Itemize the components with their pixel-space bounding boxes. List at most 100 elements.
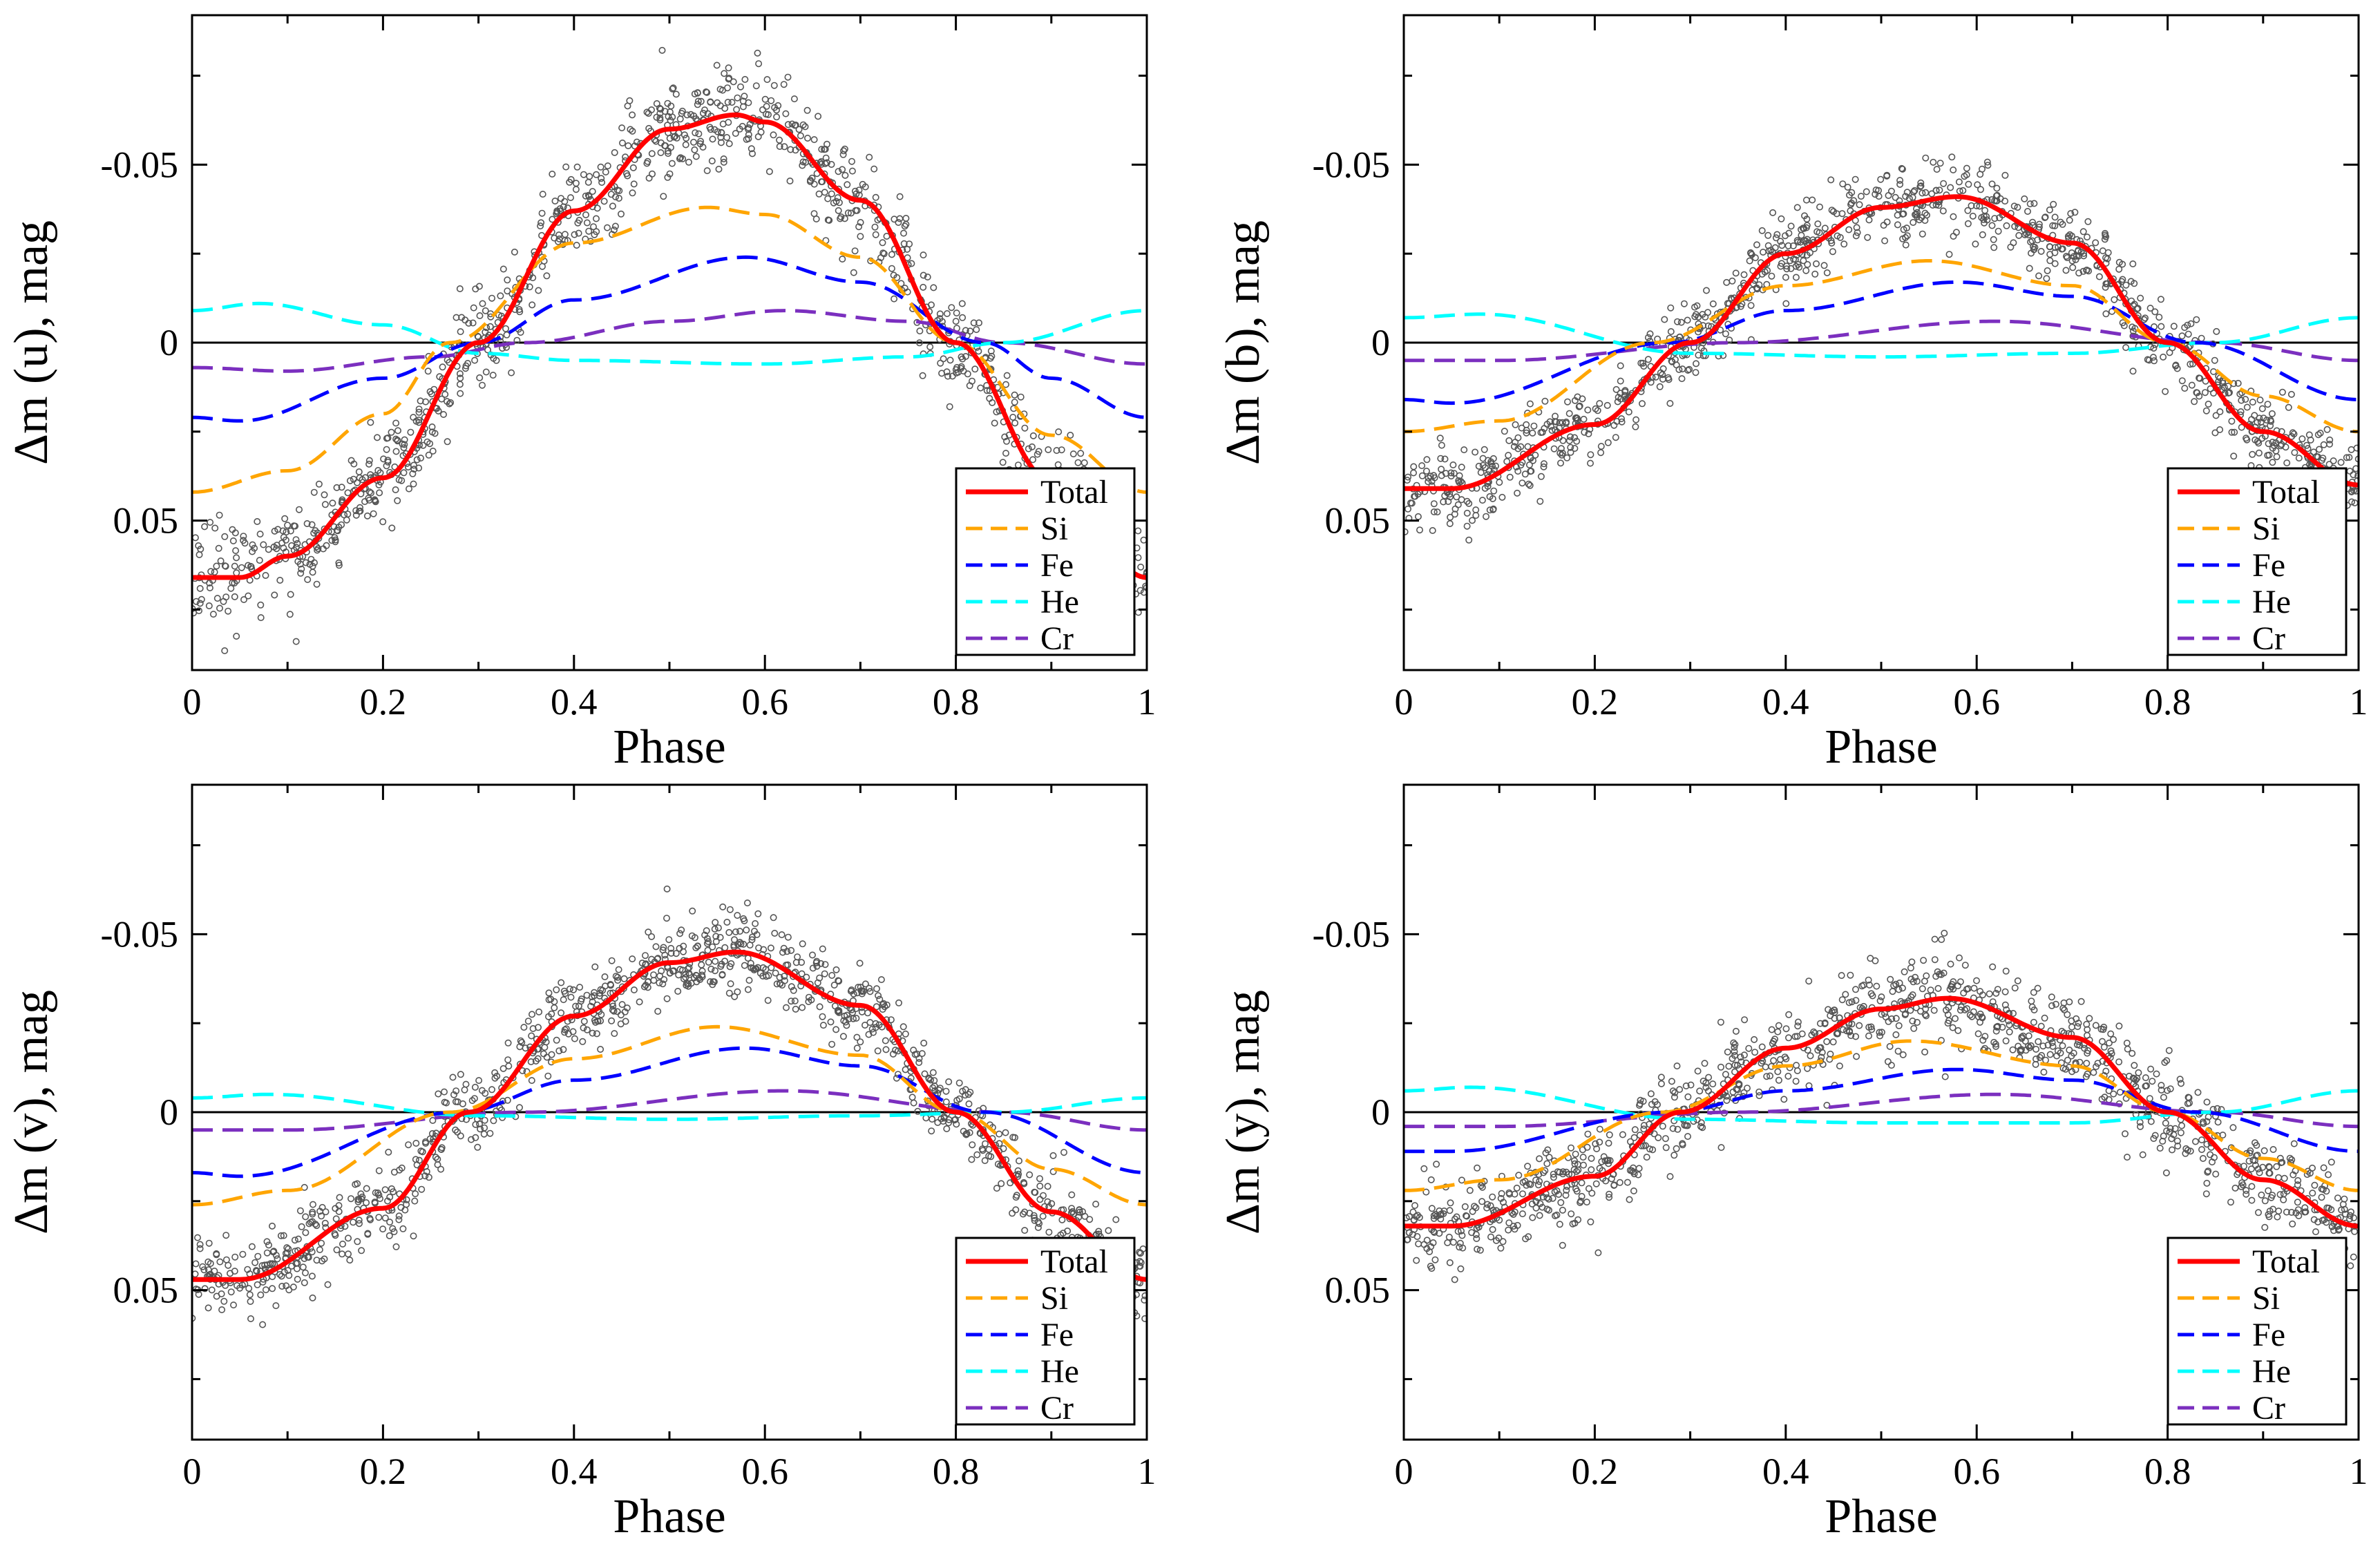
data-point xyxy=(1632,423,1639,430)
data-point xyxy=(2017,1048,2024,1056)
data-point xyxy=(478,381,486,389)
data-point xyxy=(2002,967,2010,975)
data-point xyxy=(528,1011,535,1018)
observations xyxy=(1404,153,2359,544)
data-point xyxy=(1575,403,1583,410)
data-point xyxy=(676,930,684,937)
data-point xyxy=(946,356,954,364)
data-point xyxy=(707,978,714,986)
data-point xyxy=(1478,1183,1486,1191)
data-point xyxy=(2068,1052,2075,1060)
data-point xyxy=(490,1117,497,1125)
data-point xyxy=(1793,204,1801,211)
data-point xyxy=(1900,226,1907,233)
data-point xyxy=(412,1140,420,1147)
data-point xyxy=(1751,254,1759,262)
data-point xyxy=(204,1266,212,1274)
data-point xyxy=(2160,353,2167,361)
data-point xyxy=(2122,281,2130,289)
data-point xyxy=(594,1018,602,1025)
data-point xyxy=(879,239,886,247)
data-point xyxy=(1045,1228,1053,1236)
data-point xyxy=(2073,1041,2081,1049)
data-point xyxy=(499,1098,506,1105)
data-point xyxy=(2107,1030,2115,1038)
data-point xyxy=(1792,1078,1800,1085)
data-point xyxy=(298,1223,305,1230)
data-point xyxy=(553,207,561,215)
data-point xyxy=(1550,1174,1557,1181)
data-point xyxy=(593,204,601,212)
data-point xyxy=(1026,1210,1034,1217)
data-point xyxy=(611,1030,618,1038)
data-point xyxy=(1430,500,1438,508)
data-point xyxy=(273,545,280,553)
data-point xyxy=(837,215,844,222)
data-point xyxy=(1768,1026,1776,1033)
data-point xyxy=(1585,1185,1592,1192)
data-point xyxy=(1463,497,1471,505)
data-point xyxy=(889,1050,897,1058)
data-point xyxy=(679,948,687,955)
data-point xyxy=(1896,980,1903,987)
data-point xyxy=(2304,445,2312,452)
data-point xyxy=(678,926,685,934)
data-point xyxy=(1865,216,1873,224)
y-tick-label: 0 xyxy=(1371,1091,1390,1133)
data-point xyxy=(1659,371,1666,379)
data-point xyxy=(321,1255,328,1263)
data-point xyxy=(771,930,779,937)
data-point xyxy=(2030,200,2038,207)
data-point xyxy=(2021,195,2028,202)
data-point xyxy=(520,1024,528,1031)
data-point xyxy=(1981,207,1989,214)
data-point xyxy=(2041,214,2048,222)
data-point xyxy=(1458,1232,1466,1239)
data-point xyxy=(1931,935,1939,943)
data-point xyxy=(425,1174,432,1181)
data-point xyxy=(2131,280,2138,287)
data-point xyxy=(2267,416,2274,423)
data-point xyxy=(547,995,555,1003)
data-point xyxy=(1411,1202,1419,1210)
data-point xyxy=(350,1219,357,1226)
data-point xyxy=(1961,173,1968,180)
data-point xyxy=(1640,363,1648,370)
data-point xyxy=(1731,1048,1738,1056)
data-point xyxy=(1751,1036,1758,1043)
data-point xyxy=(1505,437,1513,444)
data-point xyxy=(1626,1196,1633,1203)
data-point xyxy=(1767,1072,1774,1080)
data-point xyxy=(1753,241,1761,249)
data-point xyxy=(1936,160,1944,167)
data-point xyxy=(1852,1033,1860,1040)
data-point xyxy=(2035,1038,2042,1045)
data-point xyxy=(1684,1133,1692,1141)
data-point xyxy=(1550,1170,1557,1178)
data-point xyxy=(553,986,560,993)
data-point xyxy=(1058,1216,1066,1223)
data-point xyxy=(780,944,788,952)
data-point xyxy=(1950,232,1957,240)
data-point xyxy=(1852,997,1860,1004)
data-point xyxy=(2264,401,2272,408)
data-point xyxy=(222,593,230,601)
data-point xyxy=(852,207,859,214)
data-point xyxy=(1486,506,1494,514)
data-point xyxy=(627,126,634,133)
data-point xyxy=(1990,236,1997,243)
data-point xyxy=(1675,365,1683,373)
data-point xyxy=(2043,275,2050,283)
y-axis-title: Δm (u), mag xyxy=(5,220,58,465)
data-point xyxy=(2266,1170,2274,1177)
data-point xyxy=(592,215,600,222)
data-point xyxy=(945,1119,953,1127)
x-tick-label: 0.4 xyxy=(551,681,598,723)
data-point xyxy=(762,966,770,973)
data-point xyxy=(664,150,672,158)
data-point xyxy=(217,557,225,564)
data-point xyxy=(2059,1042,2066,1049)
data-point xyxy=(1896,177,1904,184)
data-point xyxy=(1483,513,1490,520)
